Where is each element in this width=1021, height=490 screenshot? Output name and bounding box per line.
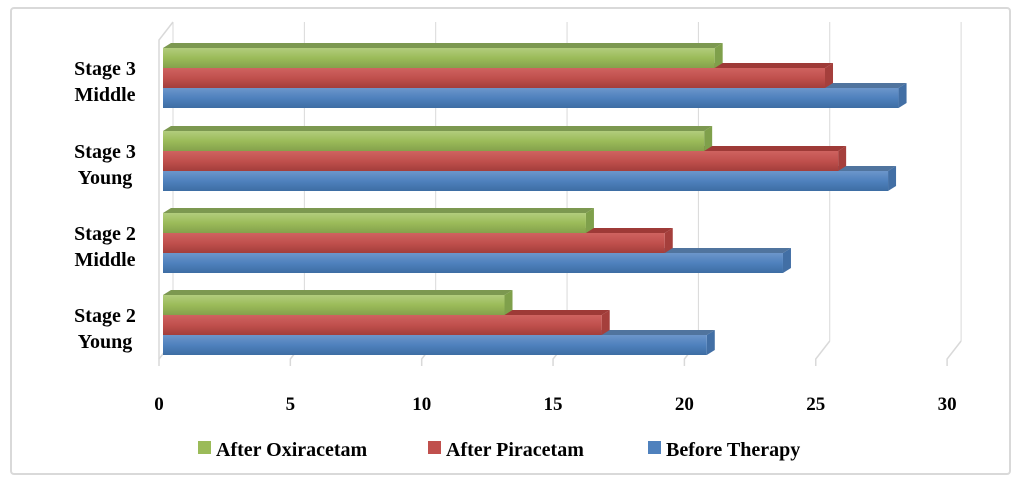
bar-after-oxiracetam-stage-3-middle-top	[163, 43, 723, 48]
legend-swatch-after-oxiracetam	[198, 441, 211, 454]
category-label-stage-2-middle-line2: Middle	[74, 249, 135, 271]
bar-before-therapy-stage-2-young-cap	[706, 330, 715, 355]
legend-label-after-oxiracetam: After Oxiracetam	[216, 439, 368, 461]
bar-after-oxiracetam-stage-3-young-cap	[704, 126, 713, 151]
bar-after-piracetam-stage-3-young-cap	[838, 146, 847, 171]
category-label-stage-3-middle-line2: Middle	[74, 84, 135, 106]
bar-after-piracetam-stage-3-middle	[163, 68, 826, 88]
legend-label-after-piracetam: After Piracetam	[446, 439, 584, 461]
bar-after-oxiracetam-stage-3-middle-cap	[714, 43, 723, 68]
legend: After Oxiracetam After Piracetam Before …	[198, 439, 800, 461]
bar-after-oxiracetam-stage-2-middle-cap	[585, 208, 594, 233]
axis-tick	[815, 340, 831, 366]
category-label-stage-3-middle: Stage 3	[74, 58, 136, 80]
bar-after-piracetam-stage-3-middle-cap	[825, 63, 834, 88]
bar-before-therapy-stage-3-young	[163, 171, 889, 191]
bar-after-oxiracetam-stage-3-young-top	[163, 126, 713, 131]
bar-after-piracetam-stage-2-middle-cap	[664, 228, 673, 253]
x-tick-label: 5	[286, 394, 296, 415]
x-tick-label: 25	[806, 394, 825, 415]
bar-before-therapy-stage-2-middle	[163, 253, 783, 273]
x-tick-label: 10	[412, 394, 431, 415]
axis-tick	[946, 340, 962, 366]
bar-after-piracetam-stage-2-young-cap	[601, 310, 610, 335]
bar-before-therapy-stage-2-middle-cap	[782, 248, 791, 273]
x-tick-label: 30	[938, 394, 957, 415]
bar-after-oxiracetam-stage-3-middle	[163, 48, 715, 68]
bar-before-therapy-stage-3-middle	[163, 88, 899, 108]
legend-label-before-therapy: Before Therapy	[666, 439, 800, 461]
category-label-stage-2-young-line2: Young	[78, 331, 132, 353]
bar-before-therapy-stage-3-young-cap	[888, 166, 897, 191]
bar-after-oxiracetam-stage-2-middle-top	[163, 208, 594, 213]
bar-before-therapy-stage-3-middle-cap	[898, 83, 907, 108]
x-tick-label: 15	[544, 394, 563, 415]
category-label-stage-2-young: Stage 2	[74, 305, 136, 327]
category-label-stage-3-young-line2: Young	[78, 167, 132, 189]
plot-area: 0 5 10 15 20 25 30 Stage 3 Middle Stage 3 Young Sta…	[74, 21, 962, 415]
bar-before-therapy-stage-2-young	[163, 335, 707, 355]
bar-after-oxiracetam-stage-2-young	[163, 295, 505, 315]
legend-swatch-after-piracetam	[428, 441, 441, 454]
x-tick-label: 20	[675, 394, 694, 415]
category-label-stage-2-middle: Stage 2	[74, 223, 136, 245]
bar-after-oxiracetam-stage-2-young-cap	[504, 290, 513, 315]
category-label-stage-3-young: Stage 3	[74, 141, 136, 163]
bar-after-oxiracetam-stage-2-young-top	[163, 290, 513, 295]
axis-wall	[158, 21, 174, 359]
bar-after-oxiracetam-stage-3-young	[163, 131, 705, 151]
x-tick-label: 0	[154, 394, 164, 415]
legend-swatch-before-therapy	[648, 441, 661, 454]
bar-after-piracetam-stage-3-young	[163, 151, 839, 171]
bar-after-piracetam-stage-2-young	[163, 315, 602, 335]
bar-after-piracetam-stage-2-middle	[163, 233, 665, 253]
bar-after-oxiracetam-stage-2-middle	[163, 213, 586, 233]
